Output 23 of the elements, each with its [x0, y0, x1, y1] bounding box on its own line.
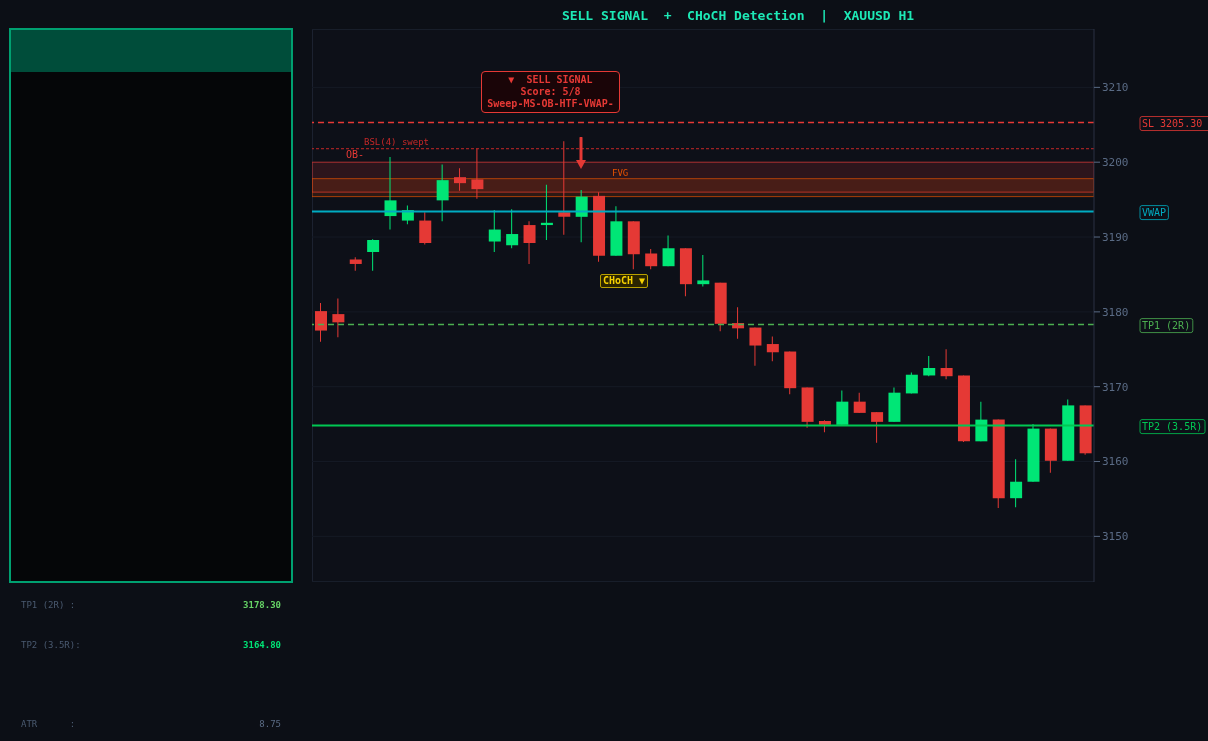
y-tick-label: 3200 [1102, 156, 1129, 170]
annotation: CHoCH ▼ [600, 274, 649, 288]
ref-line-label: SL 3205.30 [1142, 117, 1203, 129]
y-tick-label: 3150 [1102, 530, 1129, 544]
y-tick-label: 3210 [1102, 81, 1129, 95]
text: TP1 (2R) : [21, 600, 76, 610]
text: 3164.80 [243, 640, 281, 650]
band-label: OB- [346, 149, 365, 161]
annotation: ▼ SELL SIGNAL Score: 5/8 Sweep-MS-OB-HTF-VWAP- [482, 74, 619, 110]
ref-line-label: VWAP [1142, 206, 1167, 218]
chart-title: SELL SIGNAL + CHoCH Detection | XAUUSD H1 [560, 8, 916, 23]
text: ATR : [21, 719, 76, 729]
ref-line-label: BSL(4) swept [364, 136, 430, 147]
ref-line-label: TP2 (3.5R) [1142, 420, 1203, 432]
y-tick-label: 3190 [1102, 230, 1129, 244]
text: 3178.30 [243, 600, 281, 610]
text: 8.75 [259, 719, 281, 729]
band-label: FVG [612, 167, 629, 178]
y-tick-label: 3160 [1102, 455, 1129, 469]
y-tick-label: 3170 [1102, 380, 1129, 394]
ref-line-label: TP1 (2R) [1142, 319, 1191, 331]
y-tick-label: 3180 [1102, 305, 1129, 319]
text: TP2 (3.5R): [21, 640, 81, 650]
